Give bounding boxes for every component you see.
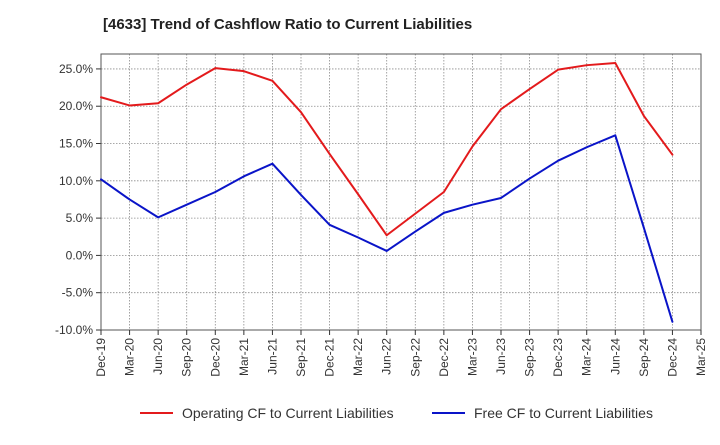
y-tick-label: 0.0% [66, 248, 94, 262]
x-tick-label: Mar-22 [351, 338, 365, 376]
x-tick-label: Dec-19 [94, 338, 108, 377]
x-tick-label: Jun-20 [151, 338, 165, 375]
y-tick-label: 20.0% [59, 99, 93, 113]
series-lines [100, 61, 674, 323]
x-tick-label: Mar-23 [465, 338, 479, 376]
x-tick-label: Jun-23 [494, 338, 508, 375]
legend: Operating CF to Current Liabilities Free … [140, 405, 653, 421]
x-tick-label: Dec-21 [323, 338, 337, 377]
x-tick-label: Mar-25 [694, 338, 708, 376]
x-tick-label: Dec-22 [437, 338, 451, 377]
x-tick-label: Dec-24 [665, 338, 679, 377]
y-tick-label: 15.0% [59, 137, 93, 151]
x-tick-label: Sep-21 [294, 338, 308, 377]
y-tick-label: 25.0% [59, 62, 93, 76]
series-line-2 [100, 134, 674, 323]
x-tick-label: Jun-24 [608, 338, 622, 375]
x-tick-label: Jun-22 [380, 338, 394, 375]
legend-label-2: Free CF to Current Liabilities [474, 405, 653, 421]
y-tick-label: 5.0% [66, 211, 94, 225]
axes: 25.0%20.0%15.0%10.0%5.0%0.0%-5.0%-10.0%D… [55, 53, 708, 377]
y-tick-label: -10.0% [55, 323, 93, 337]
x-tick-label: Dec-20 [208, 338, 222, 377]
x-tick-label: Mar-21 [237, 338, 251, 376]
x-tick-label: Mar-24 [580, 338, 594, 376]
x-tick-label: Dec-23 [551, 338, 565, 377]
y-tick-label: -5.0% [62, 286, 94, 300]
series-line-1 [100, 61, 674, 237]
chart-title: [4633] Trend of Cashflow Ratio to Curren… [103, 16, 473, 33]
x-tick-label: Sep-24 [637, 338, 651, 377]
x-tick-label: Sep-22 [408, 338, 422, 377]
grid-lines [101, 54, 701, 330]
x-tick-label: Mar-20 [123, 338, 137, 376]
x-tick-label: Sep-20 [180, 338, 194, 377]
x-tick-label: Sep-23 [523, 338, 537, 377]
legend-label-1: Operating CF to Current Liabilities [182, 405, 394, 421]
x-tick-label: Jun-21 [265, 338, 279, 375]
plot-frame [100, 53, 702, 331]
y-tick-label: 10.0% [59, 174, 93, 188]
